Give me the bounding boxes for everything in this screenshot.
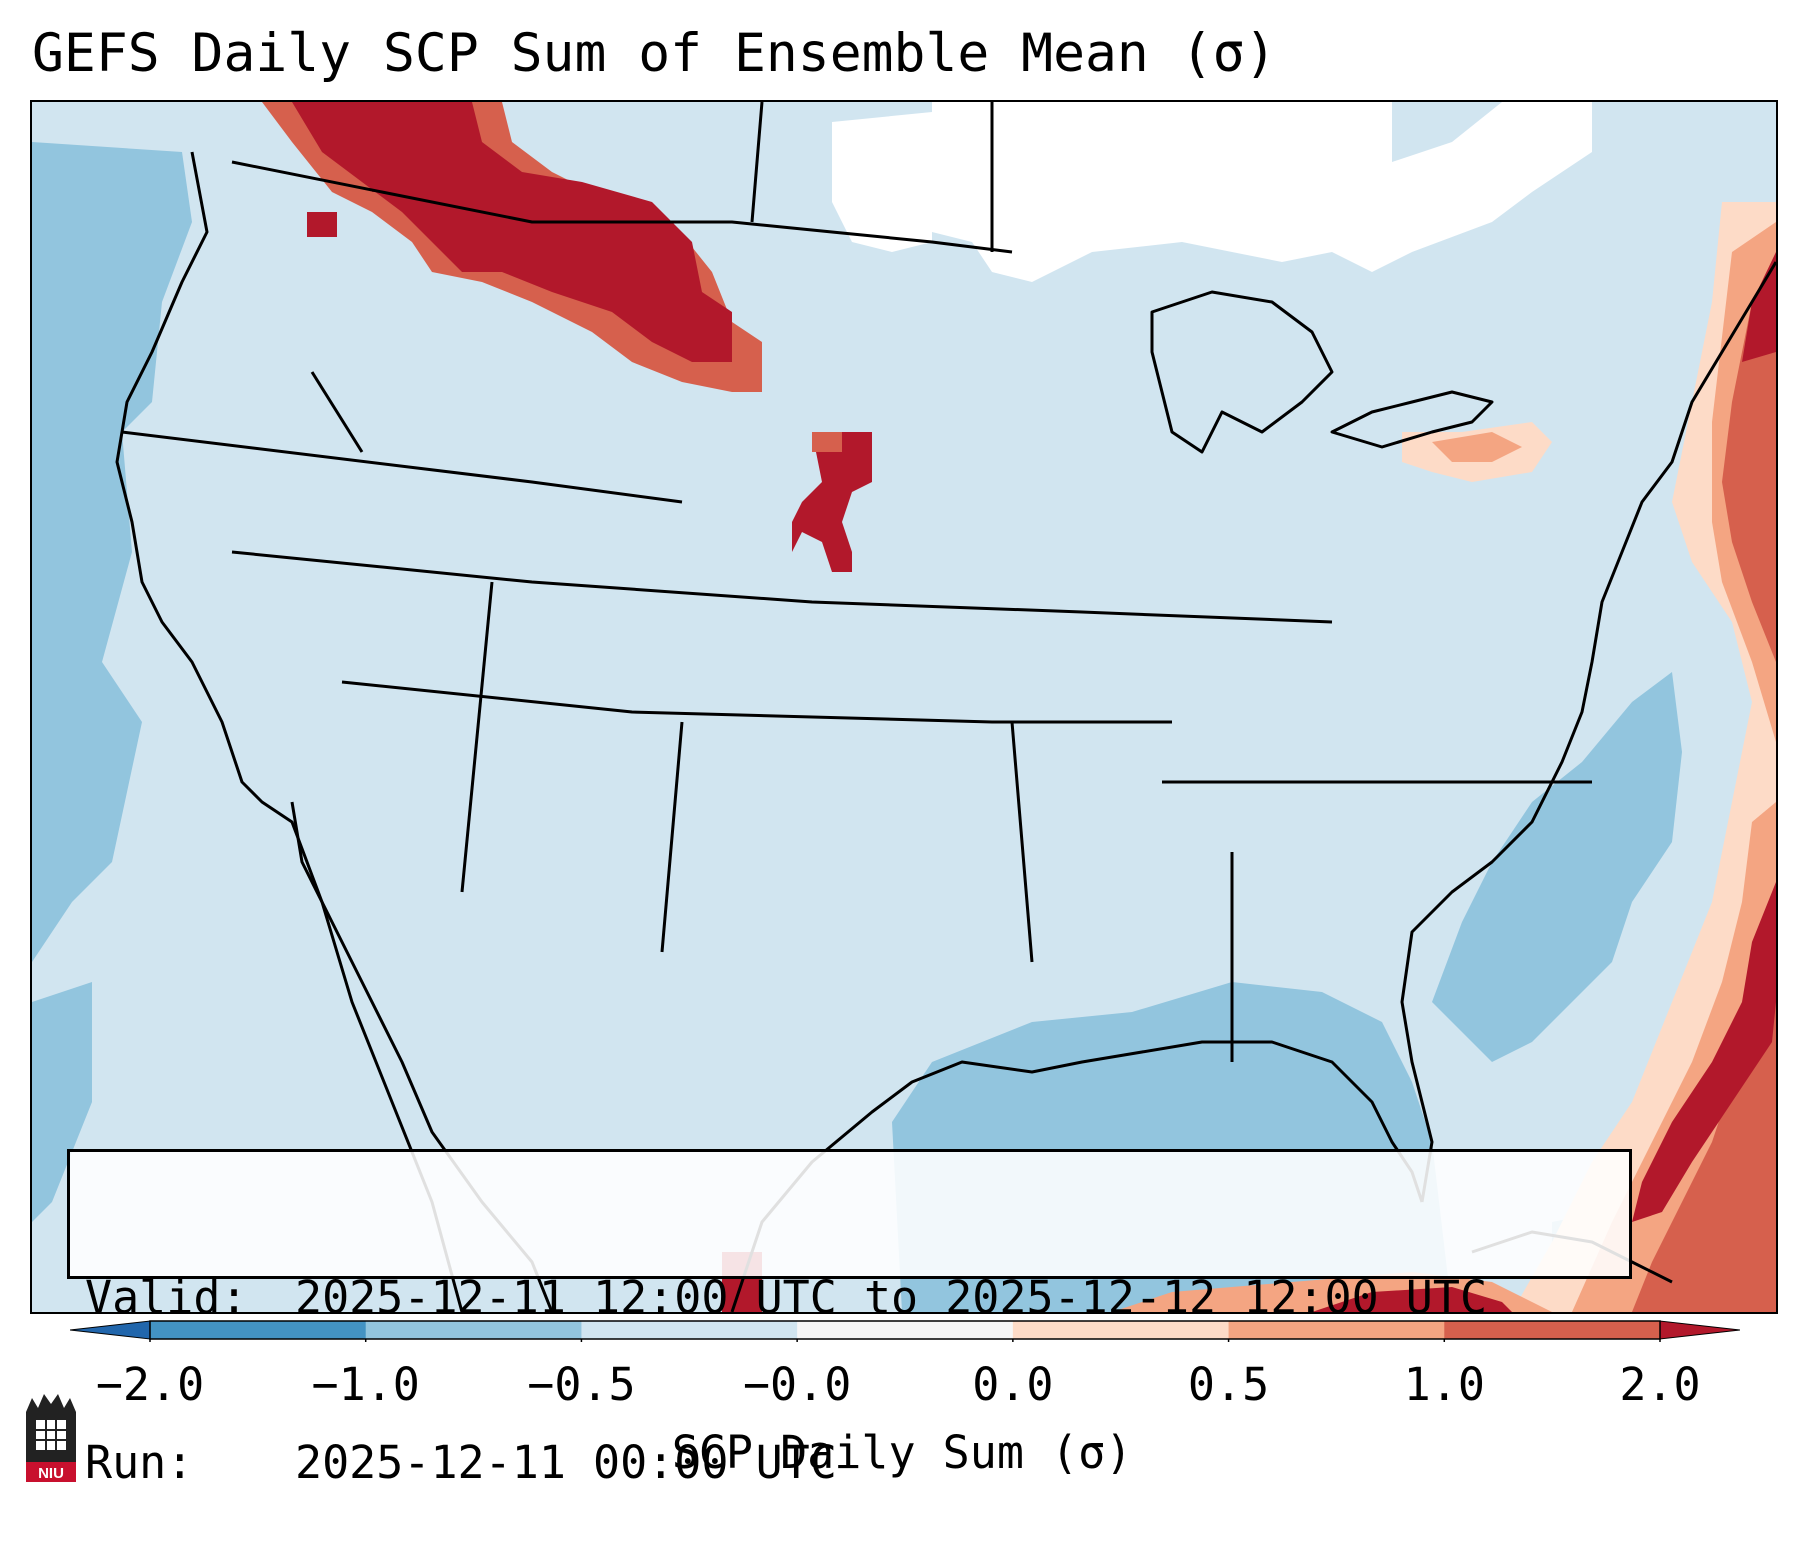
colorbar-bin	[1228, 1321, 1445, 1339]
state-line-1	[121, 430, 683, 504]
colorbar-label: SCP Daily Sum (σ)	[671, 1426, 1133, 1479]
state-line-2	[231, 550, 1333, 624]
colorbar-over-triangle	[1659, 1320, 1740, 1340]
colorbar-bin	[581, 1321, 798, 1339]
canada-white-area-west	[832, 112, 932, 252]
colorbar-under-triangle	[70, 1320, 151, 1340]
colorbar-bin	[1444, 1321, 1661, 1339]
atlantic-coast	[1400, 261, 1776, 1203]
validity-info-box: Valid: 2025-12-11 12:00 UTC to 2025-12-12…	[67, 1149, 1632, 1489]
colorbar-outline	[149, 1320, 1661, 1340]
colorbar-tick-label: 1.0	[1403, 1358, 1485, 1411]
great-lakes-outline	[1150, 290, 1334, 454]
colorbar-bin	[1012, 1321, 1230, 1339]
nebraska-positive-extreme	[792, 432, 872, 572]
atlantic-negative-area	[1432, 672, 1682, 1062]
colorbar-bin	[365, 1321, 582, 1339]
map-panel	[30, 100, 1778, 1314]
northeast-positive-extreme	[1742, 252, 1776, 362]
state-line-4	[660, 721, 684, 953]
pacific-negative-area-south	[32, 982, 92, 1222]
atlantic-positive-extreme	[1632, 882, 1776, 1222]
colorbar-bins	[149, 1321, 1661, 1342]
state-line-5	[1010, 721, 1034, 963]
washington-positive-patch	[372, 162, 412, 192]
pacific-negative-area	[32, 142, 192, 962]
valid-value: 2025-12-11 12:00 UTC to 2025-12-12 12:00…	[295, 1271, 1488, 1324]
gulf-coast	[730, 1040, 1424, 1312]
colorbar-tick-label: 0.0	[972, 1358, 1054, 1411]
colorbar-tick-label: −0.5	[527, 1358, 636, 1411]
state-line-3	[341, 680, 1172, 724]
map-svg	[32, 102, 1776, 1312]
colorbar-tick-label: −2.0	[95, 1358, 205, 1411]
canada-white-area	[932, 102, 1592, 282]
state-line-6	[460, 581, 494, 893]
pennsylvania-positive-mid	[1432, 432, 1522, 462]
lake-erie-ontario	[1330, 390, 1494, 449]
colorbar-bin	[150, 1321, 367, 1339]
colorbar-tick-label: 2.0	[1619, 1358, 1701, 1411]
canada-us-border	[231, 160, 1013, 254]
state-line-10	[750, 102, 764, 223]
nebraska-positive-mid	[812, 432, 842, 452]
colorbar-bin	[797, 1321, 1014, 1339]
atlantic-positive-high	[1632, 262, 1776, 1312]
run-value: 2025-12-11 00:00 UTC	[295, 1436, 837, 1489]
colorbar	[70, 1320, 1740, 1342]
niu-logo: NIU	[26, 1394, 76, 1482]
colorbar-tick-label: −0.0	[742, 1358, 852, 1411]
run-label: Run:	[85, 1436, 194, 1489]
idaho-positive-patch	[307, 212, 337, 237]
map-title: GEFS Daily SCP Sum of Ensemble Mean (σ)	[32, 23, 1277, 84]
niu-logo-text: NIU	[38, 1465, 64, 1482]
state-line-7	[310, 371, 364, 453]
valid-label: Valid:	[85, 1271, 248, 1324]
caribbean-positive-extreme	[1312, 1287, 1512, 1312]
colorbar-tick-label: 0.5	[1187, 1358, 1270, 1411]
colorbar-tick-label: −1.0	[311, 1358, 420, 1411]
west-coast	[115, 151, 464, 1312]
